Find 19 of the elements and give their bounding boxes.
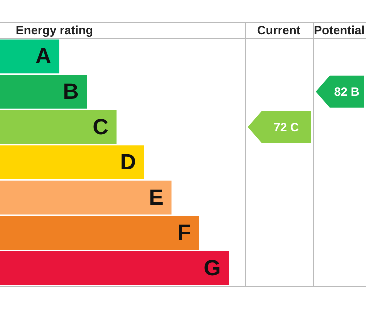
y-tick-label: B [63,78,80,104]
y-tick-label: D [120,150,136,175]
text: Current [257,23,301,38]
bar [0,146,144,180]
text: Potential [314,23,365,38]
bar [0,251,229,286]
chart-title: Energy rating [16,23,94,38]
bar [0,180,172,215]
bar [0,216,200,250]
text: 82 B [334,85,360,100]
bar [0,74,88,109]
y-tick-label: E [149,184,164,210]
y-tick-label: F [178,220,192,246]
y-tick-label: G [204,255,221,280]
bar [0,40,60,74]
bar [0,110,117,144]
y-tick-label: A [36,44,52,69]
text: 72 C [274,120,300,135]
y-tick-label: C [92,114,109,140]
